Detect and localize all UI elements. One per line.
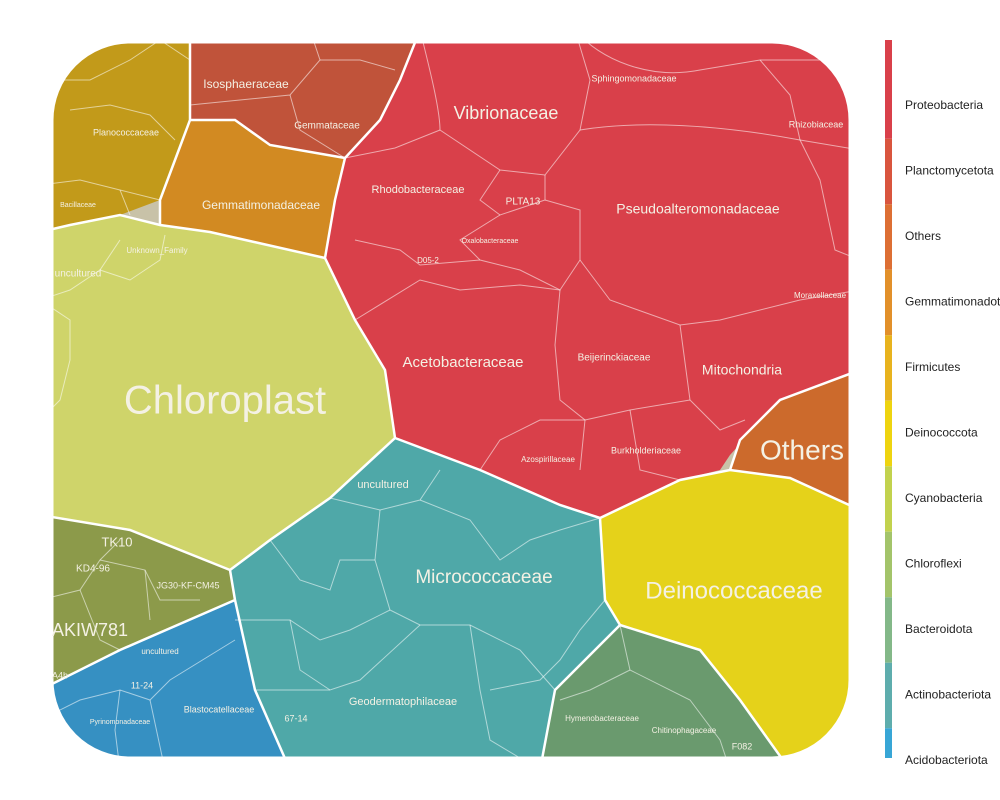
cell-bacteroidota-region: [540, 625, 790, 758]
cell-label-micrococcaceae: Micrococcaceae: [415, 567, 552, 588]
legend-label-others: Others: [905, 229, 941, 243]
cell-label-bacillaceae: Bacillaceae: [60, 202, 96, 209]
legend-label-planctomycetota: Planctomycetota: [905, 164, 994, 178]
legend-swatch-others: [885, 204, 892, 270]
treemap-outline: [50, 40, 852, 760]
cell-label-hymenobacteraceae: Hymenobacteraceae: [565, 714, 639, 723]
cell-label-beijerinckiaceae: Beijerinckiaceae: [578, 353, 651, 364]
legend-color-bar: [885, 40, 896, 762]
cell-label-rhodobacteraceae: Rhodobacteraceae: [372, 184, 465, 196]
cell-label-planococcaceae: Planococcaceae: [93, 127, 159, 137]
legend-swatch-actinobacteriota: [885, 662, 892, 729]
legend-swatch-proteobacteria: [885, 73, 892, 139]
cell-label-oxalobacteraceae: Oxalobacteraceae: [462, 238, 519, 245]
cell-others: [730, 370, 850, 510]
legend-label-acidobacteriota: Acidobacteriota: [905, 753, 988, 767]
cell-label-geodermatophilaceae: Geodermatophilaceae: [349, 696, 457, 708]
cell-label-blastocatellaceae: Blastocatellaceae: [184, 704, 255, 714]
cell-actinobacteriota-region: [230, 438, 620, 758]
cell-proteobacteria-region: [325, 42, 850, 518]
legend-label-cyanobacteria: Cyanobacteria: [905, 491, 983, 505]
cell-label-jg30-kf-cm45: JG30-KF-CM45: [156, 580, 219, 590]
cell-label-mitochondria: Mitochondria: [702, 362, 782, 378]
subcell-borders: [52, 42, 850, 758]
cell-label-acetobacteraceae: Acetobacteraceae: [403, 354, 524, 371]
cell-label-a4b: A4b: [52, 670, 68, 680]
cell-label-f082: F082: [732, 741, 753, 751]
cell-label-unknown-family: Unknown_Family: [126, 246, 187, 255]
cell-label-azospirillaceae: Azospirillaceae: [521, 455, 575, 464]
cell-label-chitinophagaceae: Chitinophagaceae: [652, 726, 717, 735]
legend-swatch-bacteroidota: [885, 597, 892, 663]
cell-label-moraxellaceae: Moraxellaceae: [794, 291, 847, 300]
cell-label-isosphaeraceae: Isosphaeraceae: [203, 77, 289, 91]
cell-label-pseudoalteromonadaceae: Pseudoalteromonadaceae: [616, 201, 780, 217]
cell-label-uncultured: uncultured: [141, 647, 178, 656]
cell-gemmatimonadaceae: [160, 120, 345, 258]
legend-swatch-top: [885, 40, 892, 106]
legend-label-actinobacteriota: Actinobacteriota: [905, 688, 991, 702]
cell-label-plta13: PLTA13: [506, 197, 541, 208]
cell-label-gemmataceae: Gemmataceae: [294, 121, 360, 132]
cell-label-67-14: 67-14: [284, 713, 307, 723]
cell-planctomycetota-region: [190, 42, 420, 158]
treemap-cells: [52, 42, 850, 758]
cell-label-sphingomonadaceae: Sphingomonadaceae: [591, 73, 676, 83]
phylum-borders: [52, 42, 850, 758]
cell-label-others: Others: [760, 434, 844, 465]
legend-labels: Proteobacteria Planctomycetota Others Gemma…: [905, 98, 1000, 767]
legend-swatch-firmicutes: [885, 335, 892, 401]
cell-label-11-24: 11-24: [131, 680, 153, 690]
cell-label-gemmatimonadaceae: Gemmatimonadaceae: [202, 198, 320, 212]
legend-label-deinococcota: Deinococcota: [905, 426, 978, 440]
cell-label-tk10: TK10: [101, 534, 132, 549]
cell-label-d05-2: D05-2: [417, 256, 439, 265]
cell-label-deinococcaceae: Deinococcaceae: [645, 577, 822, 604]
legend-swatch-gemmatimonadota: [885, 269, 892, 336]
legend-label-proteobacteria: Proteobacteria: [905, 98, 983, 112]
legend-swatch-deinococcota: [885, 400, 892, 467]
cell-label-rhizobiaceae: Rhizobiaceae: [789, 119, 844, 129]
cell-label-uncultured: uncultured: [357, 479, 408, 491]
cell-label-uncultured: uncultured: [55, 269, 102, 280]
legend: Proteobacteria Planctomycetota Others Gemma…: [885, 40, 1000, 767]
cell-deinococcaceae: [600, 470, 850, 758]
legend-label-gemmatimonadota: Gemmatimonadota: [905, 295, 1000, 309]
legend-swatch-chloroflexi: [885, 531, 892, 598]
cell-label-pyrinomonadaceae: Pyrinomonadaceae: [90, 719, 150, 726]
cell-labels: Chloroplast Others Deinococcaceae Micrococc…: [52, 73, 847, 751]
cell-label-kd4-96: KD4-96: [76, 564, 110, 575]
legend-swatch-cyanobacteria: [885, 466, 892, 532]
legend-swatch-planctomycetota: [885, 138, 892, 205]
legend-label-bacteroidota: Bacteroidota: [905, 622, 973, 636]
legend-label-firmicutes: Firmicutes: [905, 360, 960, 374]
legend-label-chloroflexi: Chloroflexi: [905, 557, 962, 571]
cell-chloroplast: [52, 215, 395, 570]
cell-label-burkholderiaceae: Burkholderiaceae: [611, 445, 681, 455]
legend-swatch-acidobacteriota: [885, 728, 892, 758]
cell-label-akiw781: AKIW781: [52, 620, 128, 640]
cell-label-chloroplast: Chloroplast: [124, 379, 326, 423]
cell-label-vibrionaceae: Vibrionaceae: [454, 103, 559, 123]
cell-chloroflexi-region: [52, 515, 235, 690]
